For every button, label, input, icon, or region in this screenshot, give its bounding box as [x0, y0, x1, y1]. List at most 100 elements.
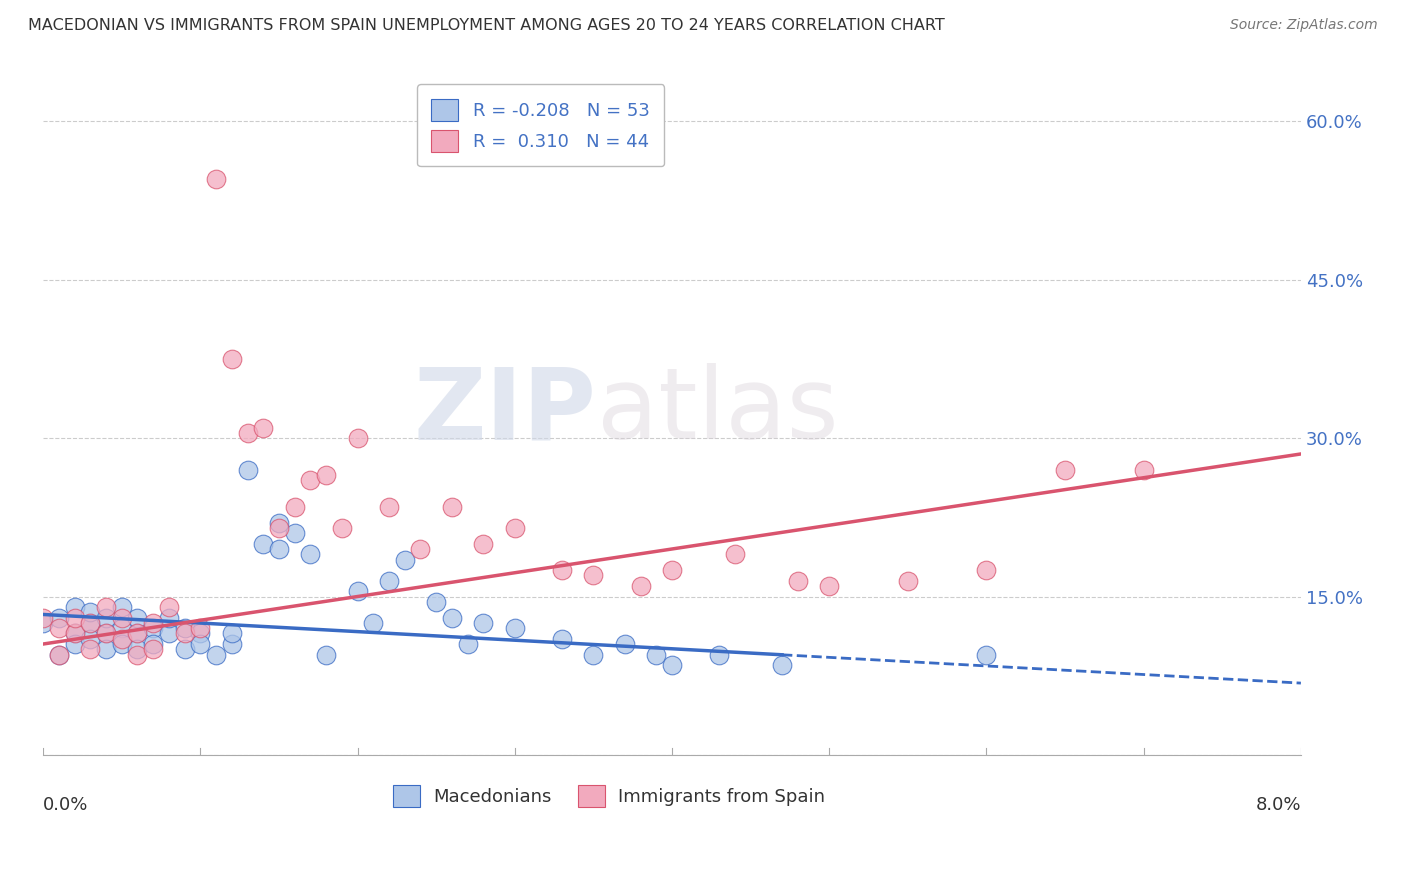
Point	[32, 615, 55, 630]
Text: MACEDONIAN VS IMMIGRANTS FROM SPAIN UNEMPLOYMENT AMONG AGES 20 TO 24 YEARS CORRE: MACEDONIAN VS IMMIGRANTS FROM SPAIN UNEM…	[28, 18, 945, 33]
Point	[299, 474, 322, 488]
Point	[472, 615, 495, 630]
Point	[127, 610, 149, 624]
Point	[236, 425, 259, 440]
Point	[94, 610, 117, 624]
Point	[897, 574, 920, 588]
Point	[425, 595, 447, 609]
Point	[142, 637, 165, 651]
Point	[315, 648, 337, 662]
Point	[127, 626, 149, 640]
Point	[315, 468, 337, 483]
Point	[157, 626, 180, 640]
Point	[503, 621, 526, 635]
Point	[63, 626, 86, 640]
Point	[173, 626, 195, 640]
Point	[221, 637, 243, 651]
Point	[361, 615, 384, 630]
Point	[252, 537, 274, 551]
Point	[630, 579, 652, 593]
Point	[157, 610, 180, 624]
Legend: Macedonians, Immigrants from Spain: Macedonians, Immigrants from Spain	[385, 778, 832, 814]
Point	[94, 600, 117, 615]
Point	[582, 648, 605, 662]
Point	[63, 626, 86, 640]
Point	[142, 615, 165, 630]
Point	[661, 658, 683, 673]
Point	[299, 547, 322, 561]
Point	[63, 637, 86, 651]
Point	[818, 579, 841, 593]
Point	[79, 615, 101, 630]
Point	[127, 648, 149, 662]
Point	[142, 642, 165, 657]
Point	[111, 637, 134, 651]
Point	[770, 658, 793, 673]
Point	[551, 563, 574, 577]
Point	[378, 500, 401, 514]
Point	[409, 541, 432, 556]
Point	[188, 637, 211, 651]
Point	[645, 648, 668, 662]
Point	[284, 526, 307, 541]
Point	[267, 516, 290, 530]
Point	[173, 642, 195, 657]
Point	[378, 574, 401, 588]
Point	[503, 521, 526, 535]
Point	[157, 600, 180, 615]
Point	[48, 648, 70, 662]
Point	[111, 621, 134, 635]
Point	[661, 563, 683, 577]
Point	[94, 626, 117, 640]
Point	[613, 637, 636, 651]
Text: Source: ZipAtlas.com: Source: ZipAtlas.com	[1230, 18, 1378, 32]
Text: atlas: atlas	[596, 363, 838, 460]
Point	[221, 626, 243, 640]
Point	[48, 621, 70, 635]
Point	[284, 500, 307, 514]
Point	[252, 420, 274, 434]
Point	[32, 610, 55, 624]
Point	[472, 537, 495, 551]
Point	[173, 621, 195, 635]
Point	[1054, 463, 1077, 477]
Point	[79, 642, 101, 657]
Point	[267, 521, 290, 535]
Point	[440, 610, 463, 624]
Point	[394, 552, 416, 566]
Text: 8.0%: 8.0%	[1256, 796, 1301, 814]
Point	[142, 621, 165, 635]
Point	[48, 648, 70, 662]
Point	[94, 642, 117, 657]
Point	[440, 500, 463, 514]
Point	[551, 632, 574, 646]
Point	[724, 547, 747, 561]
Point	[79, 615, 101, 630]
Point	[221, 351, 243, 366]
Point	[111, 600, 134, 615]
Point	[709, 648, 731, 662]
Point	[582, 568, 605, 582]
Point	[48, 610, 70, 624]
Point	[330, 521, 353, 535]
Point	[205, 172, 228, 186]
Point	[79, 632, 101, 646]
Point	[236, 463, 259, 477]
Point	[111, 632, 134, 646]
Point	[267, 541, 290, 556]
Text: ZIP: ZIP	[413, 363, 596, 460]
Point	[127, 642, 149, 657]
Point	[111, 610, 134, 624]
Point	[63, 610, 86, 624]
Point	[457, 637, 479, 651]
Point	[188, 626, 211, 640]
Point	[94, 626, 117, 640]
Point	[1132, 463, 1154, 477]
Point	[786, 574, 808, 588]
Point	[976, 563, 998, 577]
Point	[127, 626, 149, 640]
Text: 0.0%: 0.0%	[44, 796, 89, 814]
Point	[79, 605, 101, 619]
Point	[976, 648, 998, 662]
Point	[63, 600, 86, 615]
